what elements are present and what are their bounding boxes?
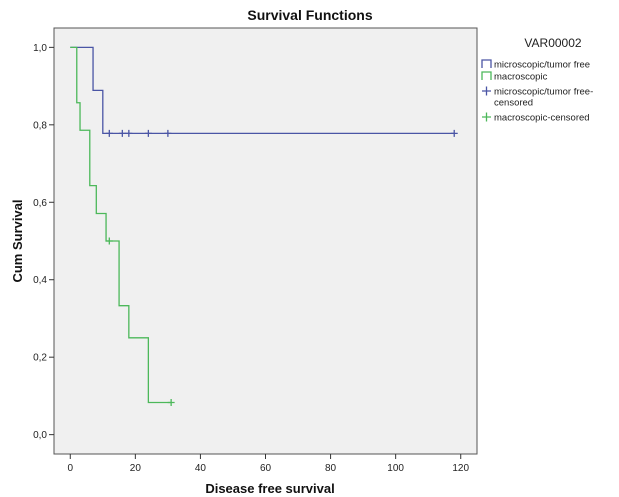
plot-area bbox=[53, 27, 478, 455]
series-line-0 bbox=[70, 46, 455, 134]
x-tick-label: 20 bbox=[130, 463, 142, 474]
x-tick-label: 60 bbox=[260, 463, 272, 474]
legend-label: microscopic/tumor free-censored bbox=[494, 87, 593, 109]
censor-mark-0 bbox=[118, 129, 126, 137]
y-tick-label: 1,0 bbox=[33, 43, 47, 54]
x-tick-label: 120 bbox=[452, 463, 469, 474]
y-tick-label: 0,8 bbox=[33, 120, 47, 131]
legend-title: VAR00002 bbox=[524, 36, 581, 50]
axis-ticks: 0 20 40 60 80 100 120 0,0 0,2 0,4 0,6 0,8 1,0 bbox=[33, 43, 469, 474]
y-tick-label: 0,6 bbox=[33, 198, 47, 209]
censor-mark-0 bbox=[105, 129, 113, 137]
x-tick-label: 100 bbox=[387, 463, 404, 474]
legend-line-swatch bbox=[481, 71, 492, 80]
legend-cross-swatch bbox=[482, 86, 491, 96]
x-tick-label: 40 bbox=[195, 463, 207, 474]
legend-cross-swatch bbox=[482, 112, 491, 122]
chart-title: Survival Functions bbox=[247, 7, 372, 23]
legend-label: microscopic/tumor free bbox=[494, 60, 590, 71]
censor-mark-1 bbox=[167, 398, 175, 406]
x-axis-label: Disease free survival bbox=[205, 481, 334, 496]
censor-mark-1 bbox=[105, 237, 113, 245]
y-tick-label: 0,2 bbox=[33, 353, 47, 364]
series-layer bbox=[70, 46, 458, 406]
x-tick-label: 80 bbox=[325, 463, 337, 474]
y-tick-label: 0,0 bbox=[33, 430, 47, 441]
censor-mark-0 bbox=[125, 129, 133, 137]
legend-line-swatch bbox=[481, 59, 492, 68]
censor-mark-0 bbox=[144, 129, 152, 137]
x-tick-label: 0 bbox=[67, 463, 73, 474]
legend-label: macroscopic bbox=[494, 72, 548, 83]
y-tick-label: 0,4 bbox=[33, 275, 47, 286]
y-axis-label: Cum Survival bbox=[10, 199, 25, 282]
censor-mark-0 bbox=[164, 129, 172, 137]
censor-mark-0 bbox=[450, 129, 458, 137]
series-line-1 bbox=[70, 46, 172, 404]
legend-label: macroscopic-censored bbox=[494, 113, 590, 124]
